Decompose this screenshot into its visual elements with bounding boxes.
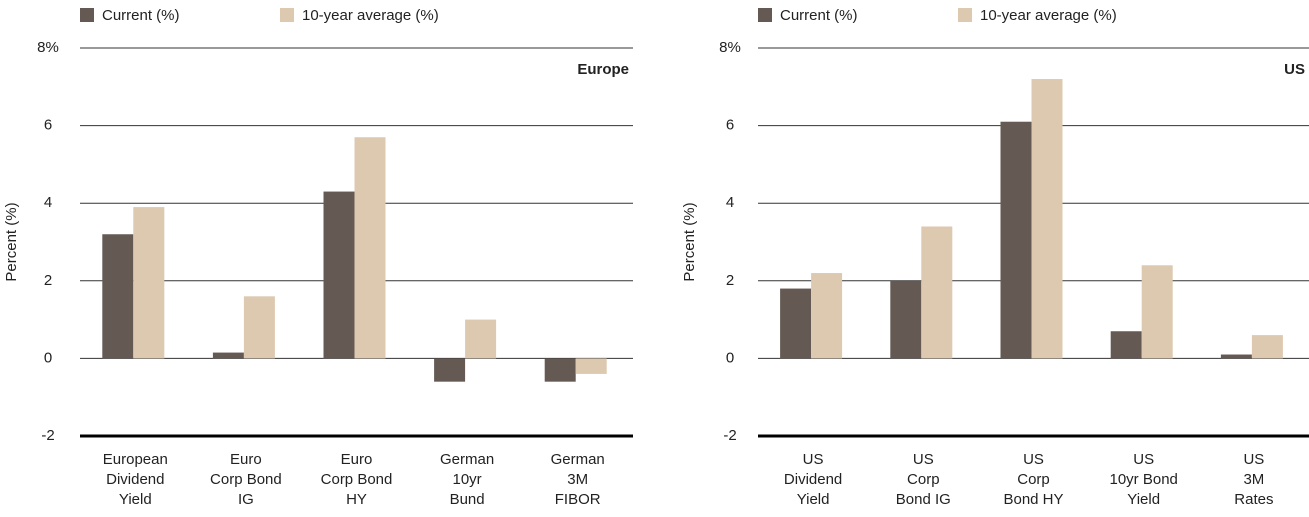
x-tick-line: Bund: [450, 491, 485, 508]
x-tick-line: IG: [238, 491, 254, 508]
y-tick-label: 8%: [37, 39, 59, 56]
region-label: Europe: [577, 61, 629, 78]
bar: [780, 288, 812, 359]
region-label: US: [1284, 61, 1305, 78]
x-tick-label: German 10yr Bund: [440, 451, 494, 508]
x-tick-line: US: [1243, 451, 1264, 468]
y-tick-label: 2: [726, 272, 734, 289]
x-tick-line: Yield: [797, 491, 830, 508]
x-tick-label: US Corp Bond IG: [896, 451, 951, 508]
y-tick-label: 0: [726, 349, 734, 366]
x-tick-line: HY: [346, 491, 367, 508]
bar: [544, 358, 576, 382]
y-tick-label: 4: [726, 194, 734, 211]
legend-label: 10-year average (%): [980, 7, 1117, 24]
x-tick-label: Euro Corp Bond IG: [210, 451, 282, 508]
x-tick-line: 10yr Bond: [1110, 471, 1178, 488]
y-axis-title: Percent (%): [3, 202, 20, 281]
bar: [465, 319, 497, 359]
bar: [434, 358, 466, 382]
x-tick-line: 3M: [1243, 471, 1264, 488]
legend-swatch: [280, 8, 294, 22]
x-tick-line: Dividend: [784, 471, 842, 488]
x-tick-line: US: [1023, 451, 1044, 468]
x-tick-line: European: [103, 451, 168, 468]
bar: [323, 191, 355, 359]
legend-label: Current (%): [780, 7, 858, 24]
x-tick-label: German 3M FIBOR: [551, 451, 605, 508]
bar: [811, 273, 843, 359]
legend-label: 10-year average (%): [302, 7, 439, 24]
bar: [921, 226, 953, 359]
bar: [890, 280, 922, 359]
x-tick-label: US Corp Bond HY: [1003, 451, 1063, 508]
x-tick-label: European Dividend Yield: [103, 451, 168, 508]
x-tick-line: Bond HY: [1003, 491, 1063, 508]
x-tick-line: US: [803, 451, 824, 468]
x-tick-line: FIBOR: [555, 491, 601, 508]
bar: [133, 207, 165, 359]
legend-swatch: [958, 8, 972, 22]
x-tick-label: US 3M Rates: [1234, 451, 1273, 508]
x-tick-line: Euro: [230, 451, 262, 468]
x-tick-label: US Dividend Yield: [784, 451, 842, 508]
x-tick-line: German: [551, 451, 605, 468]
x-tick-line: Corp: [907, 471, 940, 488]
x-tick-line: 3M: [567, 471, 588, 488]
bar: [1000, 121, 1032, 359]
x-tick-line: Corp Bond: [210, 471, 282, 488]
y-tick-label: -2: [723, 427, 736, 444]
x-tick-label: Euro Corp Bond HY: [321, 451, 393, 508]
bar: [1141, 265, 1173, 359]
bar: [1220, 354, 1252, 359]
bar: [243, 296, 275, 359]
x-tick-line: Corp Bond: [321, 471, 393, 488]
y-tick-label: -2: [41, 427, 54, 444]
bar: [354, 137, 386, 359]
y-tick-label: 6: [44, 117, 52, 134]
bar: [102, 234, 134, 359]
x-tick-line: US: [1133, 451, 1154, 468]
x-tick-line: German: [440, 451, 494, 468]
x-tick-line: 10yr: [453, 471, 482, 488]
y-tick-label: 8%: [719, 39, 741, 56]
x-tick-line: Rates: [1234, 491, 1273, 508]
legend-swatch: [758, 8, 772, 22]
x-tick-line: Corp: [1017, 471, 1050, 488]
y-tick-label: 2: [44, 272, 52, 289]
x-tick-line: Yield: [119, 491, 152, 508]
y-axis-title: Percent (%): [681, 202, 698, 281]
bar: [1031, 79, 1063, 359]
bar: [1251, 335, 1283, 359]
x-tick-line: US: [913, 451, 934, 468]
x-tick-line: Euro: [341, 451, 373, 468]
bar: [575, 358, 607, 374]
bar: [212, 352, 244, 359]
y-tick-label: 0: [44, 349, 52, 366]
bar: [1110, 331, 1142, 359]
x-tick-label: US 10yr Bond Yield: [1110, 451, 1178, 508]
x-tick-line: Yield: [1127, 491, 1160, 508]
x-tick-line: Dividend: [106, 471, 164, 488]
y-tick-label: 4: [44, 194, 52, 211]
y-tick-label: 6: [726, 117, 734, 134]
legend-swatch: [80, 8, 94, 22]
x-tick-line: Bond IG: [896, 491, 951, 508]
legend-label: Current (%): [102, 7, 180, 24]
